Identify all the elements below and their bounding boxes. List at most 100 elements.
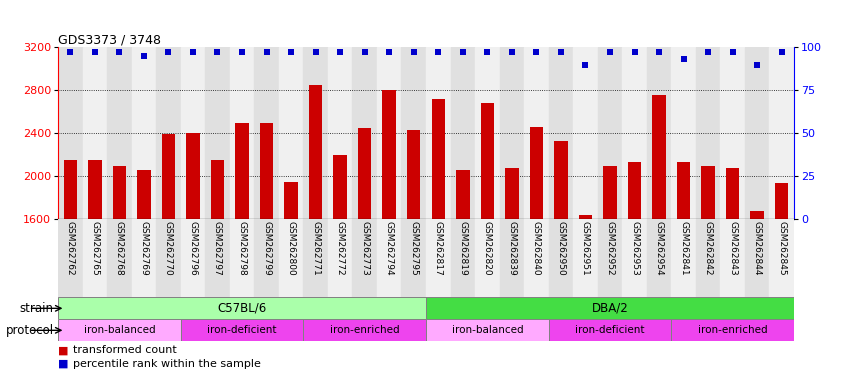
Text: iron-balanced: iron-balanced	[452, 325, 523, 335]
Bar	[696, 219, 721, 297]
Bar	[770, 47, 794, 219]
Text: GSM262952: GSM262952	[606, 221, 614, 275]
Bar	[132, 219, 157, 297]
Bar	[107, 47, 132, 219]
Bar	[475, 47, 500, 219]
Point	[701, 50, 715, 56]
Bar	[500, 47, 525, 219]
Text: GSM262771: GSM262771	[311, 221, 320, 276]
Bar	[549, 319, 672, 341]
Point	[333, 50, 347, 56]
Bar	[353, 219, 377, 297]
Bar	[304, 47, 328, 219]
Bar	[157, 47, 181, 219]
Text: GSM262773: GSM262773	[360, 221, 369, 276]
Text: strain: strain	[19, 302, 54, 315]
Point	[260, 50, 273, 56]
Bar	[701, 166, 715, 219]
Bar	[279, 47, 304, 219]
Point	[211, 50, 224, 56]
Bar	[451, 219, 475, 297]
Bar	[206, 219, 230, 297]
Text: GSM262819: GSM262819	[459, 221, 467, 276]
Bar	[628, 162, 641, 219]
Bar	[230, 47, 255, 219]
Text: ■: ■	[58, 345, 69, 355]
Text: GSM262768: GSM262768	[115, 221, 124, 276]
Bar	[505, 168, 519, 219]
Bar	[726, 168, 739, 219]
Text: GSM262817: GSM262817	[434, 221, 442, 276]
Bar	[426, 297, 794, 319]
Bar	[230, 219, 255, 297]
Point	[677, 56, 690, 63]
Text: GSM262840: GSM262840	[532, 221, 541, 275]
Text: percentile rank within the sample: percentile rank within the sample	[74, 359, 261, 369]
Bar	[721, 219, 745, 297]
Point	[162, 50, 175, 56]
Text: GSM262772: GSM262772	[336, 221, 344, 275]
Bar	[530, 127, 543, 219]
Bar	[647, 219, 672, 297]
Bar	[672, 47, 696, 219]
Text: GSM262794: GSM262794	[385, 221, 393, 275]
Bar	[402, 219, 426, 297]
Bar	[260, 122, 273, 219]
Bar	[745, 47, 770, 219]
Bar	[113, 166, 126, 219]
Text: iron-deficient: iron-deficient	[575, 325, 645, 335]
Text: GSM262795: GSM262795	[409, 221, 418, 276]
Bar	[107, 219, 132, 297]
Bar	[181, 219, 206, 297]
Bar	[579, 215, 592, 219]
Point	[726, 50, 739, 56]
Bar	[431, 99, 445, 219]
Text: GSM262799: GSM262799	[262, 221, 271, 276]
Bar	[525, 219, 549, 297]
Bar	[481, 103, 494, 219]
Bar	[181, 319, 304, 341]
Bar	[407, 130, 420, 219]
Text: GDS3373 / 3748: GDS3373 / 3748	[58, 33, 161, 46]
Bar	[652, 94, 666, 219]
Bar	[549, 219, 574, 297]
Bar	[58, 319, 181, 341]
Point	[628, 50, 641, 56]
Text: GSM262770: GSM262770	[164, 221, 173, 276]
Point	[63, 50, 77, 56]
Text: transformed count: transformed count	[74, 345, 177, 355]
Text: iron-enriched: iron-enriched	[698, 325, 767, 335]
Bar	[750, 211, 764, 219]
Point	[530, 50, 543, 56]
Point	[431, 50, 445, 56]
Bar	[475, 219, 500, 297]
Point	[775, 50, 788, 56]
Bar	[304, 219, 328, 297]
Bar	[623, 219, 647, 297]
Bar	[83, 47, 107, 219]
Text: GSM262797: GSM262797	[213, 221, 222, 276]
Bar	[58, 47, 83, 219]
Bar	[598, 47, 623, 219]
Point	[505, 50, 519, 56]
Bar	[304, 319, 426, 341]
Bar	[186, 133, 200, 219]
Bar	[358, 128, 371, 219]
Bar	[696, 47, 721, 219]
Bar	[426, 319, 549, 341]
Bar	[58, 297, 426, 319]
Point	[652, 50, 666, 56]
Text: iron-balanced: iron-balanced	[84, 325, 155, 335]
Bar	[623, 47, 647, 219]
Bar	[132, 47, 157, 219]
Text: GSM262820: GSM262820	[483, 221, 492, 275]
Text: protocol: protocol	[6, 324, 54, 337]
Point	[750, 61, 764, 68]
Bar	[672, 319, 794, 341]
Text: GSM262953: GSM262953	[630, 221, 639, 276]
Text: GSM262841: GSM262841	[679, 221, 688, 275]
Bar	[770, 219, 794, 297]
Bar	[157, 219, 181, 297]
Text: GSM262800: GSM262800	[287, 221, 295, 276]
Text: GSM262954: GSM262954	[655, 221, 663, 275]
